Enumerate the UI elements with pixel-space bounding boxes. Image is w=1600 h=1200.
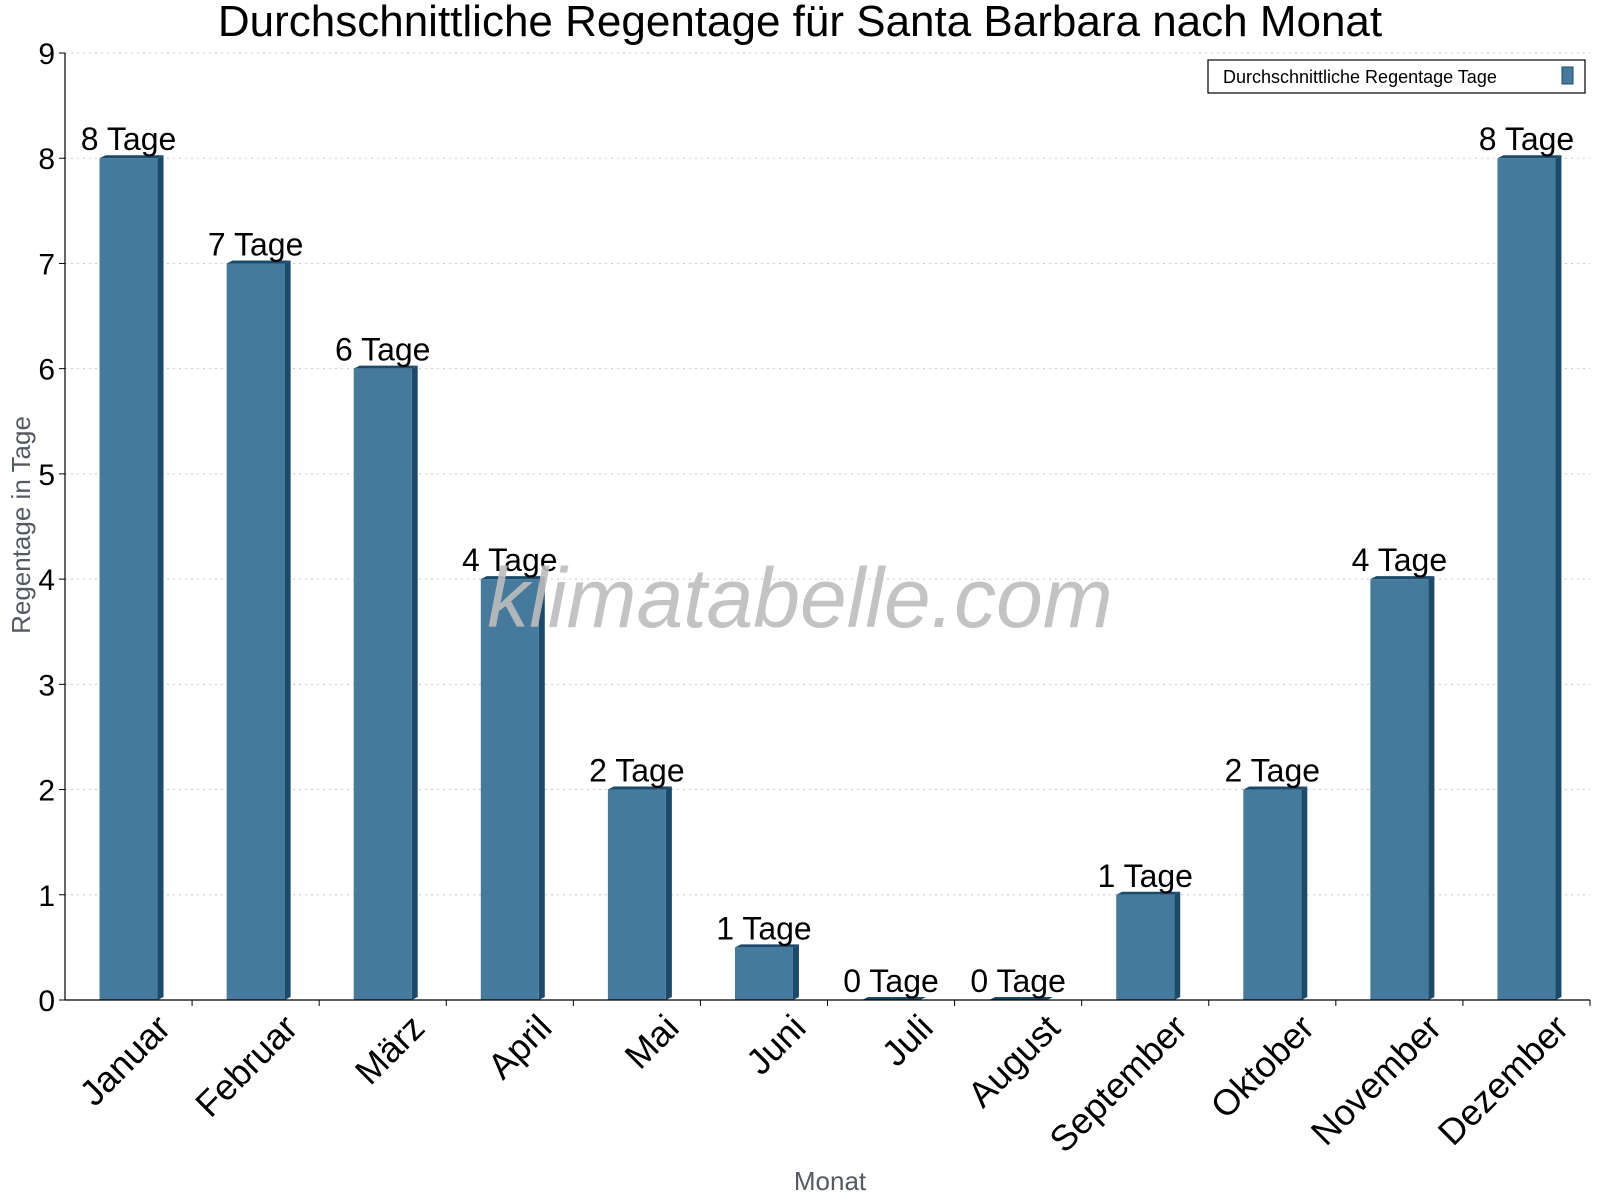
x-tick-label: Januar — [71, 1007, 178, 1114]
bar-dezember — [1497, 155, 1562, 1000]
x-tick-label: November — [1303, 1007, 1449, 1153]
bar-side — [284, 260, 291, 1000]
axes — [59, 52, 1591, 1006]
y-tick-label: 1 — [38, 880, 55, 913]
data-label: 0 Tage — [843, 963, 939, 999]
y-tick-label: 4 — [38, 564, 55, 597]
data-label: 8 Tage — [81, 121, 177, 157]
bar-mai — [607, 786, 672, 1000]
bar-april — [480, 576, 545, 1000]
data-label: 6 Tage — [335, 332, 431, 368]
bar-top — [353, 365, 418, 369]
data-label: 7 Tage — [208, 226, 304, 262]
bar-top — [1243, 786, 1308, 790]
bar-top — [989, 997, 1054, 1000]
watermark: klimatabelle.com — [487, 551, 1113, 645]
bar-front — [734, 947, 793, 1000]
bar-front — [99, 158, 158, 1000]
bar-august — [989, 997, 1054, 1000]
data-label: 8 Tage — [1479, 121, 1575, 157]
bar-side — [1301, 786, 1308, 1000]
data-label: 0 Tage — [970, 963, 1066, 999]
x-tick-label: August — [960, 1007, 1068, 1115]
bar-januar — [99, 155, 164, 1000]
bar-front — [1243, 789, 1302, 1000]
y-tick-label: 5 — [38, 459, 55, 492]
bar-november — [1370, 576, 1435, 1000]
y-tick-label: 3 — [38, 669, 55, 702]
gridlines — [65, 52, 1590, 896]
bar-front — [607, 789, 666, 1000]
bar-september — [1116, 891, 1181, 1000]
bar-top — [734, 944, 799, 948]
bar-front — [226, 263, 285, 1000]
bar-juli — [862, 997, 927, 1000]
bar-front — [353, 368, 412, 1001]
y-tick-label: 8 — [38, 143, 55, 176]
chart-title: Durchschnittliche Regentage für Santa Ba… — [218, 0, 1382, 46]
x-tick-label: Mai — [617, 1007, 687, 1077]
y-axis-title: Regentage in Tage — [6, 416, 36, 634]
y-tick-label: 0 — [38, 985, 55, 1018]
bar-side — [1174, 891, 1181, 1000]
x-axis-title: Monat — [794, 1166, 867, 1196]
x-tick-label: September — [1041, 1007, 1195, 1161]
y-tick-label: 9 — [38, 38, 55, 71]
data-label: 4 Tage — [462, 542, 558, 578]
x-tick-label: Februar — [187, 1007, 305, 1125]
y-tick-label: 6 — [38, 354, 55, 387]
bar-front — [1497, 158, 1556, 1000]
bar-side — [538, 576, 545, 1000]
data-label: 4 Tage — [1352, 542, 1448, 578]
y-tick-label: 7 — [38, 248, 55, 281]
data-label: 2 Tage — [1225, 753, 1321, 789]
x-tick-label: April — [480, 1007, 560, 1087]
bar-top — [480, 576, 545, 580]
bar-februar — [226, 260, 291, 1000]
x-tick-label: Juli — [874, 1007, 941, 1074]
y-tick-label: 2 — [38, 775, 55, 808]
bar-top — [862, 997, 927, 1000]
legend-swatch — [1561, 66, 1574, 85]
bar-side — [1428, 576, 1435, 1000]
bar-side — [665, 786, 672, 1000]
bar-front — [1370, 579, 1429, 1000]
bar-top — [607, 786, 672, 790]
legend: Durchschnittliche Regentage Tage — [1207, 59, 1586, 94]
bar-top — [99, 155, 164, 159]
x-tick-label: März — [347, 1007, 433, 1093]
x-tick-label: Oktober — [1202, 1007, 1322, 1127]
bars-group — [99, 155, 1562, 1001]
bar-side — [792, 944, 799, 1000]
bar-top — [1370, 576, 1435, 580]
x-tick-label: Juni — [738, 1007, 814, 1083]
bar-top — [226, 260, 291, 264]
legend-box — [1207, 59, 1586, 94]
bar-side — [1555, 155, 1562, 1000]
data-label: 1 Tage — [716, 910, 812, 946]
data-label: 2 Tage — [589, 753, 685, 789]
bar-top — [1116, 891, 1181, 895]
bar-juni — [734, 944, 799, 1000]
bar-top — [1497, 155, 1562, 159]
bar-oktober — [1243, 786, 1308, 1000]
bar-front — [480, 579, 539, 1000]
bar-märz — [353, 365, 418, 1001]
bar-side — [157, 155, 164, 1000]
data-label: 1 Tage — [1097, 858, 1193, 894]
bar-side — [411, 365, 418, 1001]
bar-front — [1116, 894, 1175, 1000]
legend-label: Durchschnittliche Regentage Tage — [1223, 67, 1497, 87]
x-tick-label: Dezember — [1430, 1007, 1576, 1153]
